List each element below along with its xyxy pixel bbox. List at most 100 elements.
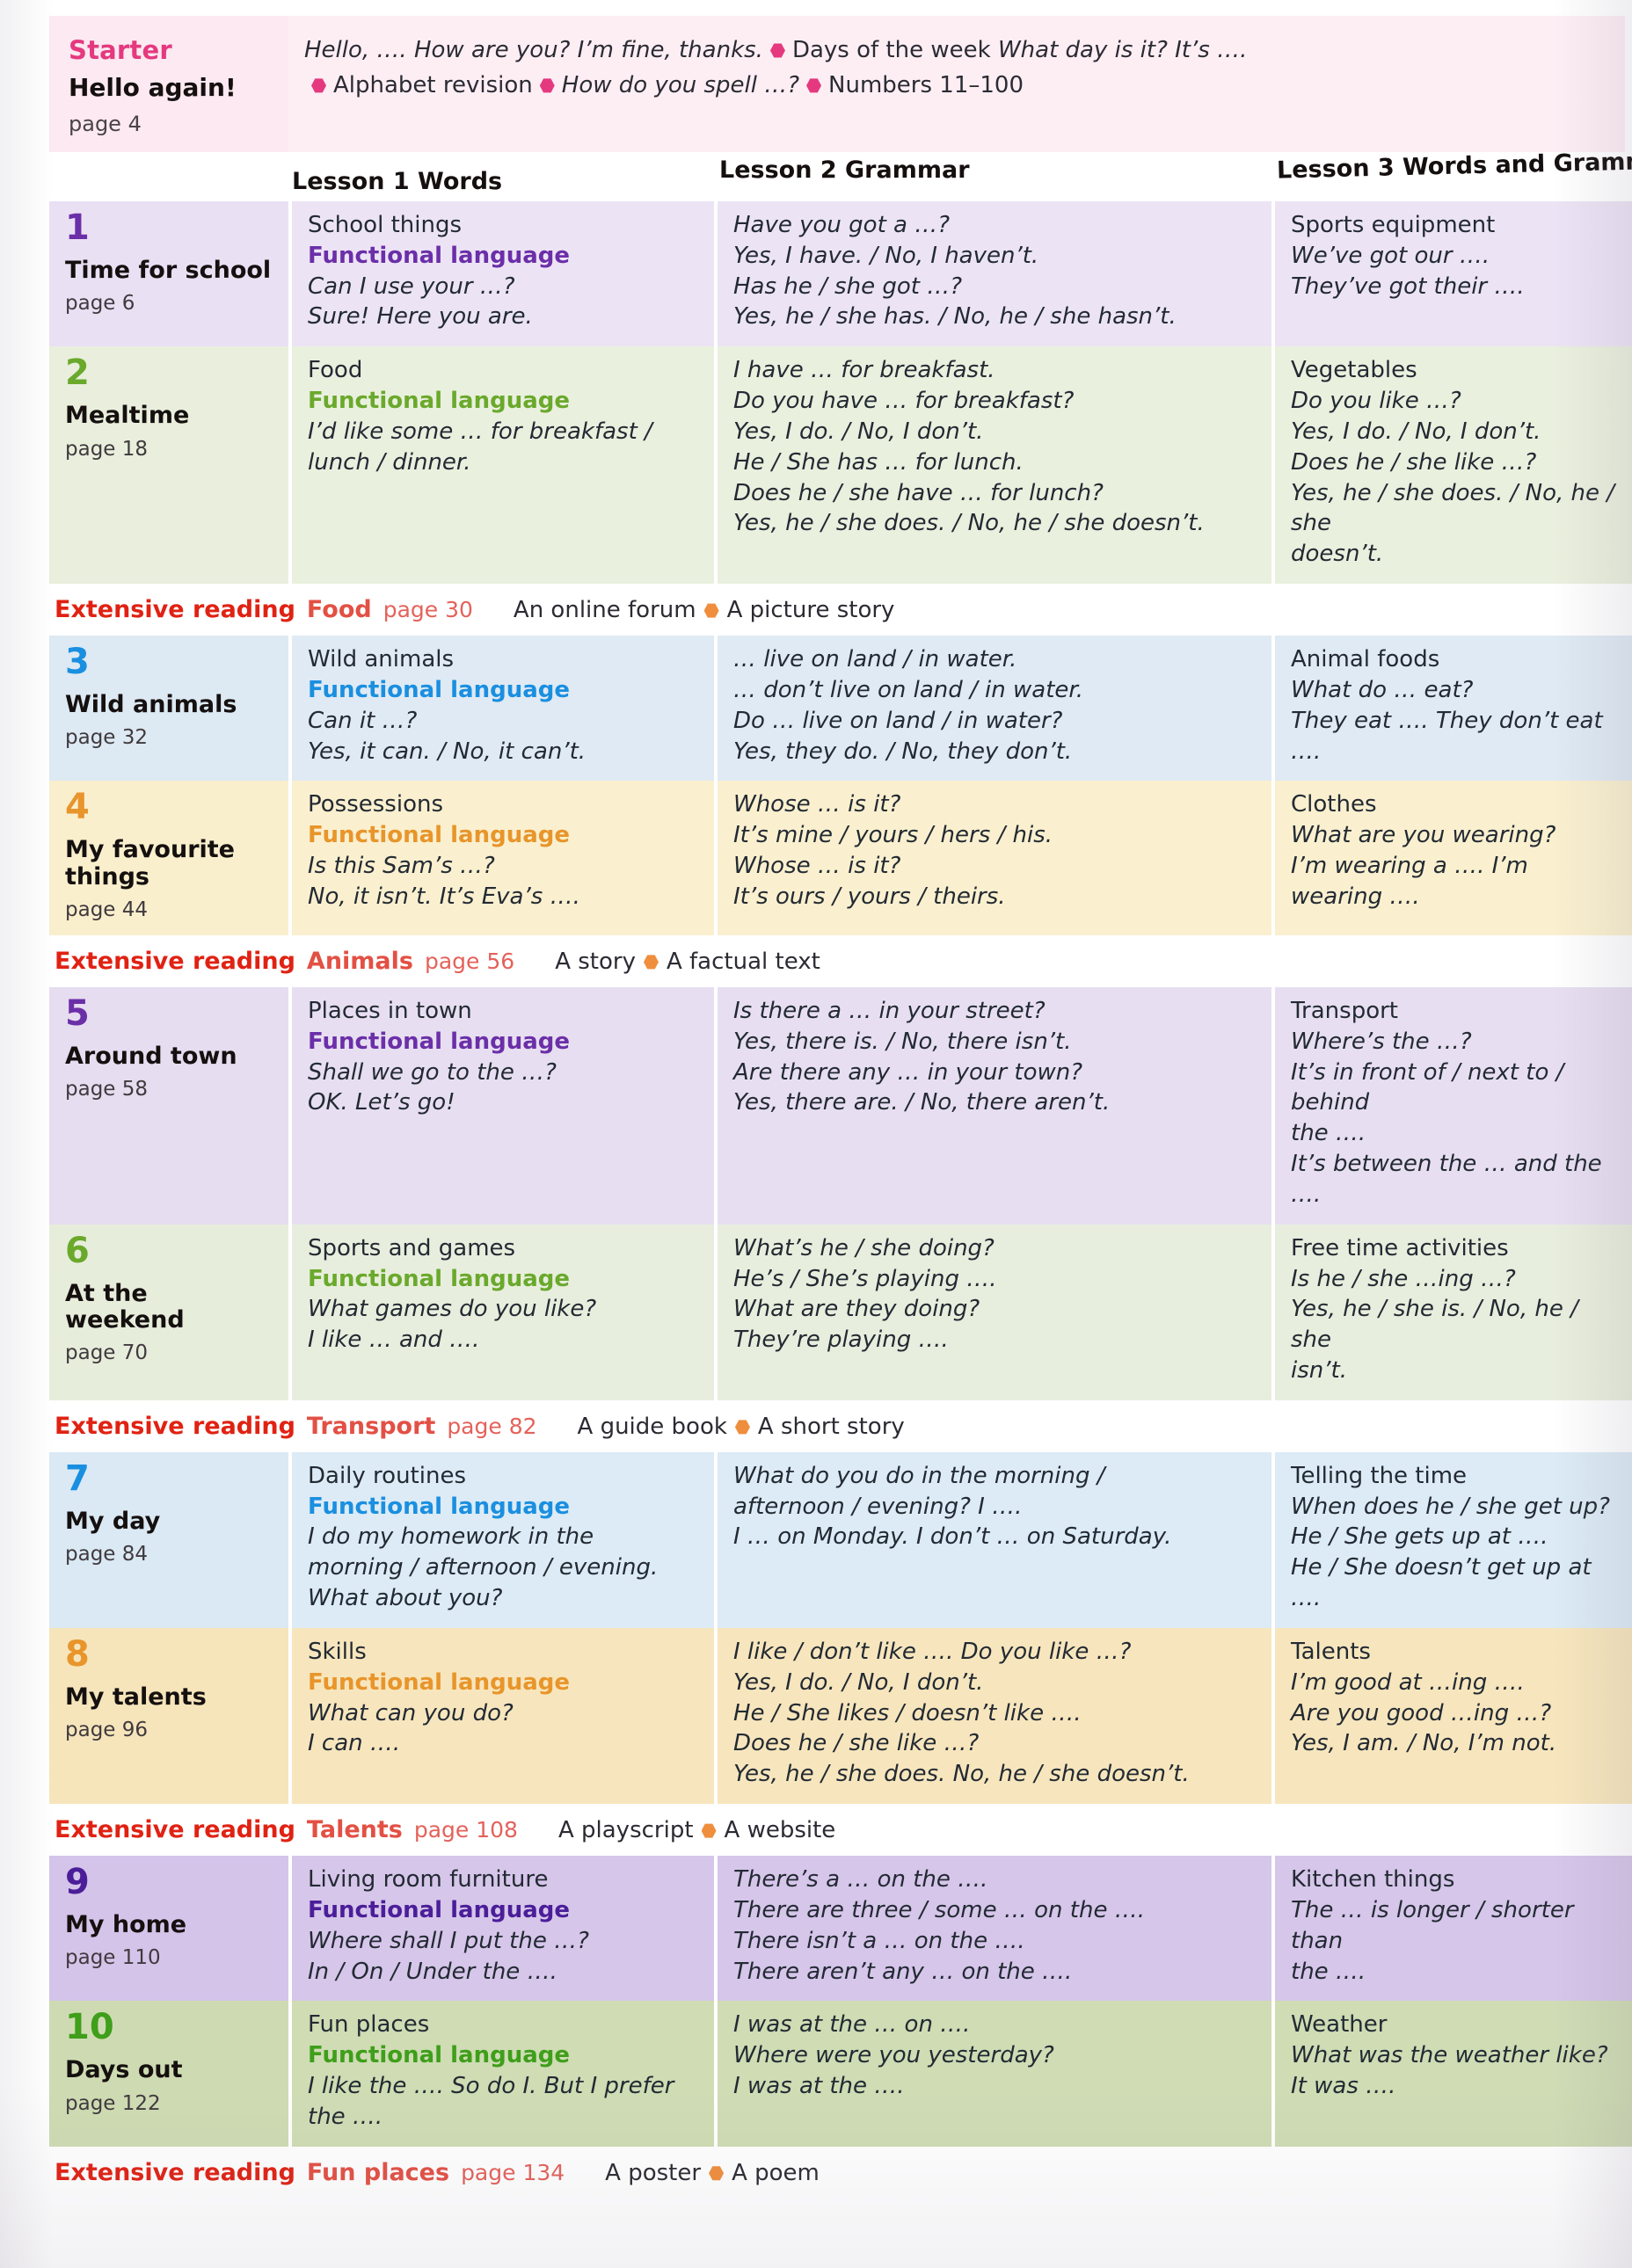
functional-language-label: Functional language: [308, 1493, 570, 1520]
hexagon-bullet-icon: [734, 1420, 750, 1435]
extensive-reading-type-a: A story: [555, 948, 636, 975]
lesson2-line: Yes, I do. / No, I don’t.: [733, 418, 984, 445]
column-divider: [288, 346, 292, 585]
lesson2-line: … live on land / in water.: [733, 646, 1017, 673]
column-divider: [288, 201, 292, 347]
lesson3-line: Yes, he / she is. / No, he / she: [1291, 1296, 1578, 1354]
extensive-reading-label: Extensive reading: [55, 947, 295, 975]
unit-row: 2 Mealtime page 18 Food Functional langu…: [49, 346, 1632, 585]
unit-page: page 6: [65, 292, 135, 316]
starter-label: Starter: [69, 35, 172, 65]
lesson3-cell: Vegetables Do you like …? Yes, I do. / No…: [1275, 346, 1632, 585]
extensive-reading-row: Extensive reading Fun places page 134 A …: [55, 2147, 1602, 2199]
column-divider: [1271, 1224, 1275, 1400]
lesson3-line: I’m good at …ing ….: [1291, 1668, 1525, 1696]
lesson1-line: In / On / Under the ….: [308, 1958, 557, 1985]
hexagon-bullet-icon: [539, 78, 555, 93]
unit-row: 4 My favourite things page 44 Possession…: [49, 781, 1632, 935]
functional-language-label: Functional language: [308, 388, 570, 415]
unit-row: 10 Days out page 122 Fun places Function…: [49, 2001, 1632, 2147]
lesson3-line: We’ve got our ….: [1291, 242, 1490, 269]
unit-info-cell: 7 My day page 84: [49, 1451, 288, 1628]
lesson3-line: He / She doesn’t get up at ….: [1291, 1554, 1592, 1612]
unit-row: 1 Time for school page 6 School things F…: [49, 201, 1632, 347]
unit-title: At the weekend: [65, 1279, 185, 1334]
unit-info-cell: 1 Time for school page 6: [49, 201, 288, 347]
unit-info-cell: 3 Wild animals page 32: [49, 636, 288, 781]
lesson1-line: Can it …?: [308, 707, 418, 734]
column-divider: [714, 201, 718, 347]
unit-title: Mealtime: [65, 402, 190, 430]
extensive-reading-row: Extensive reading Animals page 56 A stor…: [55, 935, 1602, 987]
lesson3-line: Do you like …?: [1291, 388, 1461, 415]
lesson2-line: Yes, there are. / No, there aren’t.: [733, 1089, 1111, 1116]
lesson2-line: Yes, he / she does. No, he / she doesn’t…: [733, 1761, 1190, 1788]
unit-number: 2: [65, 353, 90, 394]
functional-language-label: Functional language: [308, 2042, 570, 2069]
lesson1-line: What games do you like?: [308, 1296, 597, 1323]
unit-info-cell: 2 Mealtime page 18: [49, 346, 288, 585]
column-divider: [1271, 636, 1275, 781]
lesson1-cell: Fun places Functional language I like th…: [292, 2001, 714, 2147]
lesson2-cell: I was at the … on …. Where were you yeste…: [718, 2001, 1271, 2147]
unit-info-cell: 6 At the weekend page 70: [49, 1224, 288, 1400]
unit-page: page 58: [65, 1078, 149, 1101]
lesson2-line: afternoon / evening? I ….: [733, 1493, 1023, 1520]
lesson2-line: Yes, there is. / No, there isn’t.: [733, 1028, 1072, 1055]
lesson3-topic: Vegetables: [1291, 357, 1417, 384]
unit-page: page 18: [65, 437, 149, 461]
extensive-reading-type-b: A short story: [757, 1413, 905, 1440]
extensive-reading-label: Extensive reading: [55, 596, 295, 624]
lesson2-line: Has he / she got …?: [733, 273, 963, 300]
lesson3-line: It was ….: [1291, 2073, 1396, 2100]
lesson2-cell: Have you got a …? Yes, I have. / No, I ha…: [718, 201, 1271, 347]
unit-number: 5: [65, 992, 90, 1034]
lesson3-cell: Weather What was the weather like? It was…: [1275, 2001, 1632, 2147]
lesson2-cell: Is there a … in your street? Yes, there i…: [718, 986, 1271, 1225]
column-divider: [714, 1451, 718, 1628]
lesson3-line: He / She gets up at ….: [1291, 1523, 1548, 1551]
extensive-reading-types: A playscript A website: [558, 1817, 835, 1843]
lesson1-line: Yes, it can. / No, it can’t.: [308, 738, 586, 765]
lesson3-line: The … is longer / shorter than: [1291, 1896, 1574, 1954]
lesson3-cell: Telling the time When does he / she get …: [1275, 1451, 1632, 1628]
lesson3-topic: Talents: [1291, 1638, 1371, 1665]
lesson3-line: Does he / she like …?: [1291, 448, 1537, 476]
lesson3-line: Is he / she …ing …?: [1291, 1265, 1516, 1292]
lesson1-topic: School things: [308, 212, 463, 238]
unit-title: My talents: [65, 1683, 207, 1711]
extensive-reading-type-b: A website: [724, 1817, 836, 1844]
lesson1-cell: Sports and games Functional language Wha…: [292, 1224, 714, 1400]
functional-language-label: Functional language: [308, 1668, 570, 1696]
lesson2-cell: Whose … is it? It’s mine / yours / hers /…: [718, 781, 1271, 935]
lesson2-line: Yes, I have. / No, I haven’t.: [733, 242, 1039, 269]
lesson1-topic: Places in town: [308, 997, 472, 1024]
lesson3-topic: Sports equipment: [1291, 212, 1496, 238]
unit-number: 4: [65, 787, 90, 828]
unit-number: 1: [65, 207, 90, 248]
lesson3-cell: Free time activities Is he / she …ing …?…: [1275, 1224, 1632, 1400]
lesson3-line: doesn’t.: [1291, 541, 1384, 568]
unit-title: Wild animals: [65, 691, 237, 719]
column-divider: [288, 2001, 292, 2147]
unit-page: page 96: [65, 1719, 149, 1742]
lesson1-line: lunch / dinner.: [308, 448, 471, 476]
lesson3-line: isn’t.: [1291, 1357, 1347, 1384]
unit-row: 7 My day page 84 Daily routines Function…: [49, 1451, 1632, 1628]
lesson1-line: morning / afternoon / evening.: [308, 1554, 659, 1581]
lesson2-line: There’s a … on the ….: [733, 1866, 988, 1894]
column-divider: [714, 636, 718, 781]
lesson1-cell: School things Functional language Can I …: [292, 201, 714, 347]
lesson1-topic: Fun places: [308, 2011, 430, 2039]
column-divider: [1271, 346, 1275, 585]
lesson2-cell: What do you do in the morning / afternoon…: [718, 1451, 1271, 1628]
unit-page: page 84: [65, 1543, 149, 1567]
lesson1-cell: Possessions Functional language Is this …: [292, 781, 714, 935]
lesson1-topic: Daily routines: [308, 1462, 466, 1489]
lesson1-line: I can ….: [308, 1730, 401, 1757]
lesson2-line: Whose … is it?: [733, 853, 901, 880]
lesson1-line: Is this Sam’s …?: [308, 853, 495, 880]
extensive-reading-page: page 56: [424, 948, 515, 974]
column-divider: [288, 781, 292, 935]
lesson2-line: He / She has … for lunch.: [733, 448, 1024, 476]
